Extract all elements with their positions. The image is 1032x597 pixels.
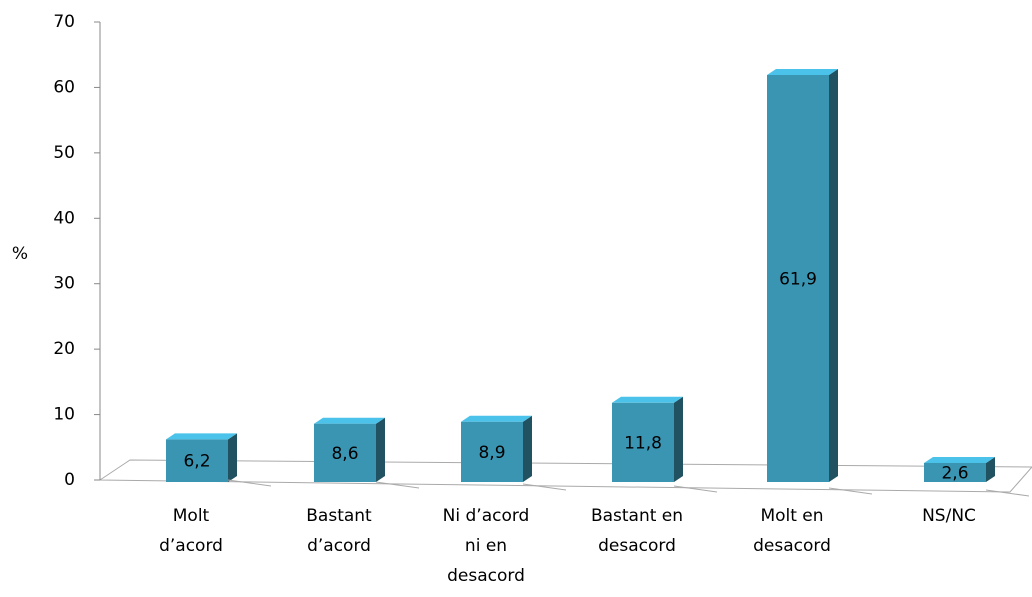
bar-top <box>166 433 237 440</box>
bar <box>767 68 838 483</box>
value-label: 2,6 <box>941 463 968 483</box>
bar <box>924 456 995 482</box>
bar-side <box>829 68 838 483</box>
x-tick-label: ni en <box>465 536 507 556</box>
x-tick <box>985 489 1030 497</box>
value-label: 8,6 <box>331 444 358 464</box>
x-tick-label: Bastant en <box>591 506 683 526</box>
bar-side <box>523 415 532 482</box>
bar-top <box>767 68 838 75</box>
y-tick-label: 20 <box>53 339 75 359</box>
y-tick-label: 0 <box>64 470 75 490</box>
value-label: 11,8 <box>624 433 662 453</box>
value-label: 6,2 <box>183 452 210 472</box>
bar-top <box>924 456 995 463</box>
x-tick-label: Molt en <box>760 506 823 526</box>
bar-side <box>986 456 995 482</box>
value-label: 8,9 <box>478 443 505 463</box>
bar-top <box>461 415 532 422</box>
x-tick <box>227 479 272 487</box>
bar-front <box>612 402 674 482</box>
x-tick-label: NS/NC <box>922 506 976 526</box>
bar-front <box>924 462 986 482</box>
bar-front <box>314 423 376 482</box>
bar-side <box>674 396 683 482</box>
x-tick-label: desacord <box>447 566 525 586</box>
y-tick-label: 60 <box>53 77 75 97</box>
y-tick-label: 30 <box>53 274 75 294</box>
y-tick-label: 70 <box>53 12 75 32</box>
floor <box>98 459 1032 493</box>
x-tick-label: Bastant <box>306 506 372 526</box>
bar-front <box>166 439 228 482</box>
bar <box>461 415 532 482</box>
x-tick-label: d’acord <box>159 536 223 556</box>
y-tick-label: 10 <box>53 405 75 425</box>
x-tick-label: desacord <box>598 536 676 556</box>
bar-top <box>612 396 683 403</box>
bar-front <box>461 421 523 482</box>
x-tick-label: Molt <box>173 506 210 526</box>
bar-side <box>228 433 237 482</box>
bar <box>166 433 237 482</box>
x-tick-label: d’acord <box>307 536 371 556</box>
bar-front <box>767 74 829 483</box>
x-tick-label: desacord <box>753 536 831 556</box>
y-axis-label: % <box>12 244 28 264</box>
value-label: 61,9 <box>779 269 817 289</box>
y-tick-label: 50 <box>53 143 75 163</box>
x-tick <box>522 483 567 491</box>
x-tick-label: Ni d’acord <box>443 506 530 526</box>
bar-side <box>376 417 385 482</box>
bar-top <box>314 417 385 424</box>
y-tick-label: 40 <box>53 208 75 228</box>
x-tick <box>375 481 420 489</box>
bar <box>314 417 385 482</box>
bar <box>612 396 683 482</box>
x-tick <box>828 487 873 495</box>
x-tick <box>673 485 718 493</box>
